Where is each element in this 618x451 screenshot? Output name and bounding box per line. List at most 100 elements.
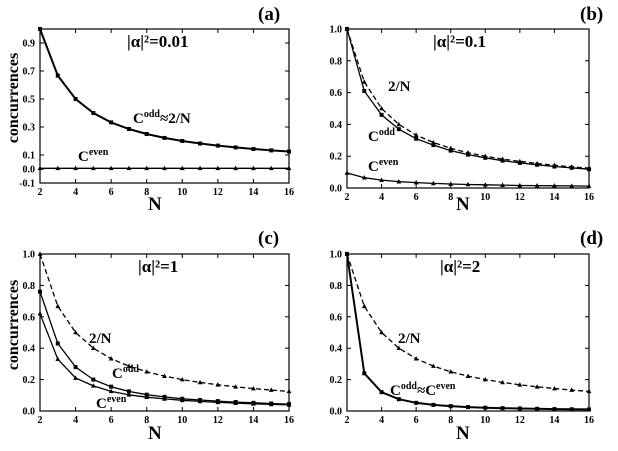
data-point-triangle (73, 375, 78, 380)
data-point-triangle (179, 377, 185, 382)
data-point-triangle (197, 165, 203, 171)
data-point-triangle (413, 132, 419, 137)
data-point-square (180, 139, 185, 143)
data-point-triangle (379, 105, 384, 111)
data-point-square (345, 252, 349, 256)
x-tick-label: 14 (549, 415, 559, 426)
y-tick-label: 0.0 (23, 165, 36, 176)
annotation-ceven-a: Ceven (78, 147, 109, 165)
data-point-square (552, 407, 557, 412)
data-point-triangle (465, 181, 471, 187)
alpha-label-a: |α|²=0.01 (127, 32, 189, 51)
ann-sup: odd (401, 381, 418, 392)
data-point-triangle (144, 369, 150, 374)
plot-frame-c (39, 253, 290, 412)
data-point-triangle (379, 177, 384, 182)
data-point-triangle (500, 182, 505, 187)
data-point-triangle (517, 382, 523, 387)
data-point-square (414, 400, 419, 405)
y-tick-label: 0.2 (23, 375, 36, 386)
data-point-triangle (286, 402, 292, 407)
data-point-square (126, 389, 131, 394)
data-point-triangle (251, 165, 256, 171)
panel-b: (b) |α|²=0.1 N 2/N Codd Ceven 2 4 6 8 10 12 14… (330, 4, 604, 215)
ann-sup2: even (436, 381, 456, 392)
alpha-label-d: |α|²=2 (440, 257, 480, 276)
data-point-triangle (144, 394, 150, 399)
data-point-triangle (162, 373, 167, 378)
annotation-codd-c: Codd (112, 364, 139, 382)
x-tick-label: 12 (213, 187, 223, 198)
x-tick-label: 10 (177, 187, 187, 198)
data-point-square (517, 160, 522, 165)
ann-sup: odd (123, 364, 140, 375)
data-point-triangle (37, 165, 43, 171)
y-tick-label: 0.7 (23, 67, 36, 78)
x-tick-label: 16 (584, 192, 594, 203)
data-point-square (91, 377, 96, 382)
data-point-square (448, 404, 453, 409)
data-point-square (517, 406, 522, 411)
x-tick-label: 10 (480, 415, 490, 426)
data-point-triangle (569, 387, 575, 392)
data-point-triangle (569, 183, 575, 188)
data-point-triangle (55, 356, 61, 361)
data-point-triangle (361, 175, 367, 180)
data-point-square (345, 27, 349, 31)
ann-sup: even (379, 157, 399, 168)
data-point-triangle (379, 329, 384, 335)
x-tick-label: 14 (248, 415, 258, 426)
data-point-triangle (413, 179, 419, 185)
data-point-triangle (73, 165, 78, 171)
x-tick-label: 2 (38, 415, 43, 426)
x-tick-label: 12 (515, 192, 525, 203)
data-point-square (431, 402, 436, 407)
y-tick-label: 0.8 (23, 281, 36, 292)
data-point-square (448, 148, 453, 153)
x-axis-label-c: N (148, 423, 162, 444)
data-point-triangle (162, 396, 167, 401)
data-point-triangle (286, 165, 292, 171)
data-point-triangle (534, 384, 540, 389)
alpha-label-c: |α|²=1 (138, 257, 178, 276)
data-point-triangle (431, 180, 436, 186)
x-tick-label: 4 (73, 187, 78, 198)
x-tick-label: 12 (515, 415, 525, 426)
x-tick-label: 6 (414, 415, 419, 426)
data-point-triangle (413, 356, 419, 361)
data-point-square (569, 407, 574, 412)
data-point-square (535, 162, 540, 167)
series-line-c-2 (39, 313, 290, 406)
data-point-triangle (215, 399, 221, 405)
x-tick-label: 8 (448, 415, 453, 426)
ann-sup: odd (144, 109, 161, 120)
y-axis-label-top: concurrences (5, 53, 22, 143)
panel-label-b: (b) (580, 4, 603, 25)
data-point-triangle (55, 303, 61, 309)
data-point-square (414, 136, 419, 141)
annotation-codd-ceven-d: Codd≈Ceven (390, 381, 456, 399)
data-point-square (587, 407, 591, 412)
y-tick-label: 0.5 (23, 95, 36, 106)
data-point-square (396, 397, 401, 402)
x-tick-label: 14 (549, 192, 559, 203)
annotation-2n-d: 2/N (398, 331, 421, 347)
y-tick-label: 0.0 (23, 407, 36, 418)
data-point-triangle (251, 385, 256, 391)
data-point-square (73, 97, 78, 101)
data-point-square (552, 164, 557, 169)
x-axis-label-a: N (148, 194, 162, 215)
data-point-square (73, 365, 78, 370)
ann-rest: ≈2/N (160, 111, 191, 127)
data-point-triangle (126, 363, 132, 368)
data-point-square (287, 149, 291, 154)
data-point-triangle (448, 369, 454, 374)
data-point-triangle (552, 183, 557, 188)
data-point-square (362, 89, 367, 94)
data-point-triangle (500, 379, 505, 385)
data-point-triangle (586, 388, 592, 394)
data-point-square (109, 120, 114, 125)
x-axis-label-b: N (456, 194, 470, 215)
panel-c: (c) |α|²=1 N 2/N Codd Ceven 2 4 6 8 10 12 14 16… (23, 228, 295, 444)
annotation-ceven-b: Ceven (368, 157, 399, 175)
